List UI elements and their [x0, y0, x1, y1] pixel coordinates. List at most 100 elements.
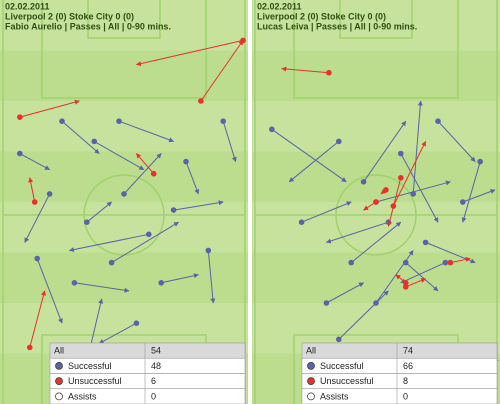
pass-start	[59, 118, 65, 124]
pass-arrow	[400, 153, 439, 223]
pass-start	[460, 199, 466, 205]
legend-label: Successful	[68, 361, 112, 371]
pass-start	[133, 320, 140, 327]
legend-icon	[307, 362, 315, 370]
pass-start	[198, 98, 204, 104]
legend-label: Assists	[320, 391, 349, 401]
pass-start	[422, 239, 429, 246]
pitch-line	[254, 0, 498, 404]
legend-row	[49, 388, 246, 404]
pass-arrow	[461, 161, 481, 223]
legend-value: 54	[151, 346, 161, 356]
pitch-stripe	[252, 101, 500, 152]
pass-start	[26, 344, 33, 351]
pitch-stripe	[252, 202, 500, 253]
pass-arrow	[68, 233, 149, 253]
pass-start	[17, 114, 23, 120]
legend-label: Assists	[68, 391, 97, 401]
pitch-stripe	[0, 101, 248, 152]
legend-icon	[307, 392, 315, 401]
pass-arrow	[118, 120, 175, 143]
pass-start	[84, 219, 90, 225]
pass-start	[17, 150, 23, 157]
pass-arrow	[185, 161, 200, 195]
legend-label: Successful	[320, 361, 364, 371]
legend-value: 66	[403, 361, 413, 371]
pass-start	[360, 179, 367, 185]
pass-start	[150, 170, 157, 177]
pass-arrow	[400, 262, 446, 284]
pass-start	[326, 69, 332, 76]
pass-start	[91, 138, 98, 145]
legend-icon	[55, 392, 63, 401]
legend-label: All	[54, 346, 64, 356]
pass-arrow	[462, 189, 496, 203]
pass-arrow	[200, 39, 244, 102]
match-score: Liverpool 2 (0) Stoke City 0 (0)	[5, 11, 134, 21]
pass-arrow	[135, 39, 244, 67]
legend-label: Unsuccessful	[320, 376, 374, 386]
goal-area	[339, 0, 413, 39]
pass-start	[220, 118, 226, 124]
pass-arrow	[29, 290, 46, 348]
centre-circle	[335, 174, 417, 256]
legend-value: 0	[403, 391, 408, 401]
pass-start	[442, 259, 449, 266]
pass-start	[402, 259, 409, 266]
pass-arrow	[161, 273, 199, 284]
pass-arrow	[74, 282, 130, 293]
pass-start	[298, 219, 305, 225]
pass-arrow	[19, 99, 80, 118]
match-date: 02.02.2011	[257, 1, 302, 11]
pass-start	[205, 247, 212, 254]
penalty-box	[293, 0, 459, 99]
pass-start	[336, 138, 342, 145]
legend-row	[49, 342, 246, 359]
pass-arrow	[123, 153, 162, 195]
pass-start	[402, 284, 409, 290]
pass-start	[336, 336, 342, 343]
pass-arrow	[350, 221, 402, 263]
pass-start	[146, 231, 152, 238]
pass-arrow	[412, 100, 423, 194]
pass-arrow	[28, 177, 36, 203]
pass-arrow	[450, 257, 471, 264]
legend-icon	[55, 377, 63, 385]
penalty-box	[41, 0, 207, 99]
pass-arrow	[387, 177, 402, 227]
pass-arrow	[222, 121, 237, 163]
pass-arrow	[338, 290, 389, 340]
map-title: Lucas Leiva | Passes | All | 0-90 mins.	[257, 21, 417, 31]
pass-start	[121, 191, 127, 197]
legend-value: 74	[403, 346, 413, 356]
pass-arrow	[93, 140, 145, 171]
map-title: Fabio Aurelio | Passes | All | 0-90 mins…	[5, 21, 171, 31]
pass-start	[34, 255, 40, 262]
pass-start	[269, 126, 275, 133]
pass-arrow	[281, 66, 329, 74]
match-date: 02.02.2011	[5, 1, 50, 11]
pass-arrow	[325, 221, 389, 244]
pass-start	[46, 191, 53, 197]
legend-row	[301, 342, 498, 359]
pass-arrow	[271, 128, 347, 183]
pass-arrow	[173, 200, 224, 211]
pass-arrow	[36, 258, 63, 324]
pass-start	[240, 37, 246, 44]
pass-arrow	[301, 201, 352, 223]
pass-start	[402, 280, 409, 286]
pass-arrow	[111, 221, 179, 264]
legend-value: 8	[403, 376, 408, 386]
pass-start	[348, 259, 355, 266]
legend-label: All	[306, 346, 316, 356]
pitch-stripe	[0, 202, 248, 253]
pass-start	[410, 191, 417, 197]
pass-start	[31, 199, 38, 205]
pass-arrow	[61, 120, 100, 154]
pass-start	[71, 280, 78, 286]
pass-start	[116, 118, 122, 124]
legend-value: 6	[151, 376, 156, 386]
pass-start	[183, 158, 189, 165]
pass-start	[158, 280, 164, 286]
